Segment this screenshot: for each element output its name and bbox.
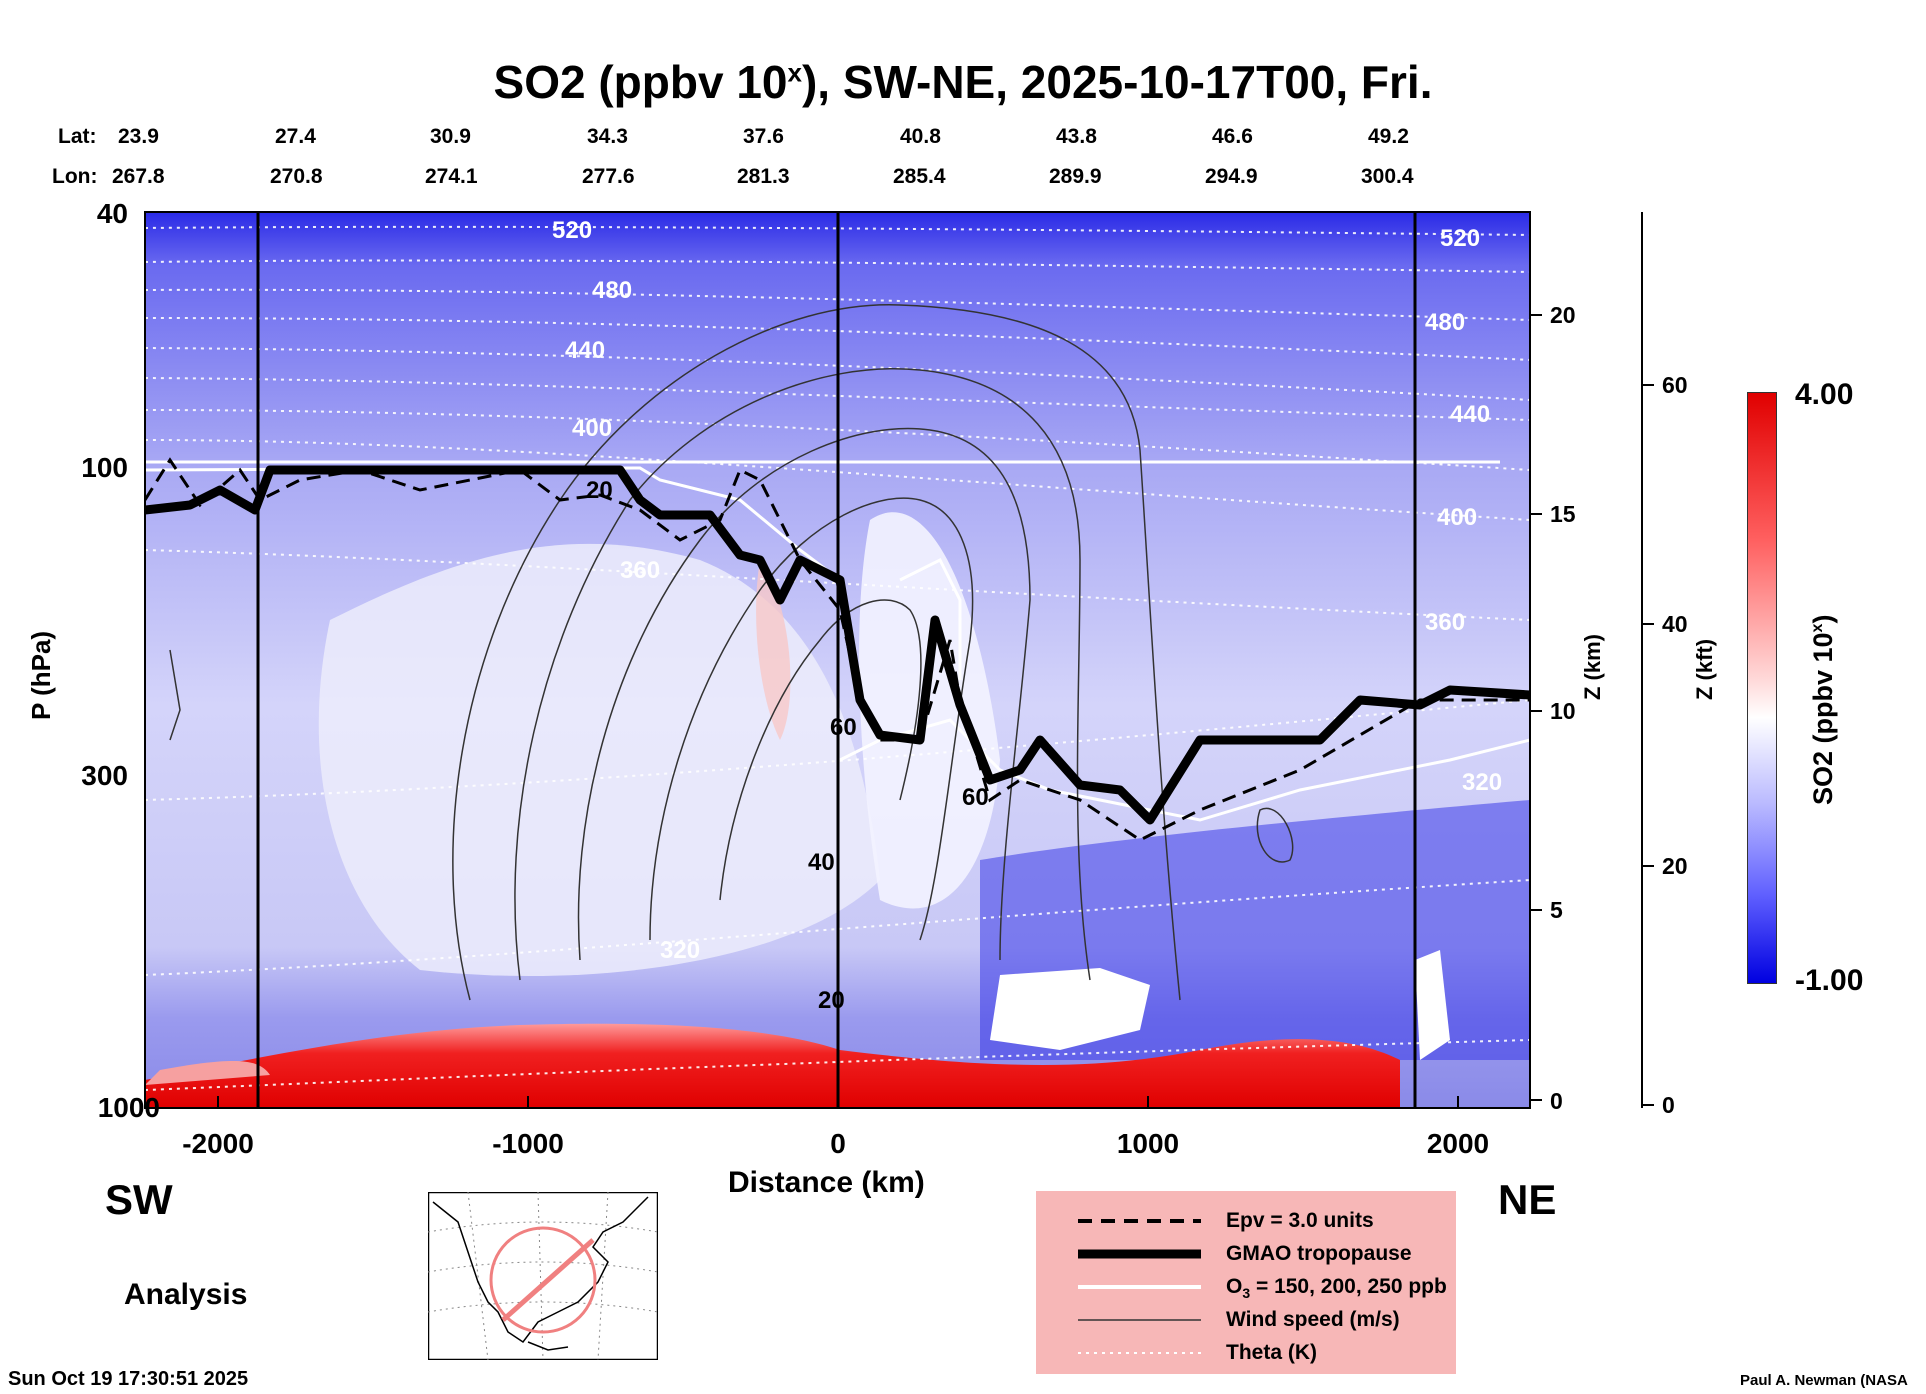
lon-value: 270.8 — [270, 165, 323, 188]
legend-item-theta: Theta (K) — [1226, 1341, 1317, 1364]
lon-label: Lon: — [52, 165, 98, 188]
x-tick-label: 2000 — [1426, 1128, 1490, 1159]
zkm-axis-label: Z (km) — [1580, 634, 1605, 700]
theta-label: 480 — [1425, 309, 1465, 336]
x-tick-label: 0 — [830, 1128, 846, 1159]
zkft-tick-label: 20 — [1662, 853, 1688, 879]
coastline — [432, 1196, 649, 1344]
zkm-tick-label: 15 — [1550, 501, 1576, 527]
cross-section-path — [501, 1238, 595, 1322]
legend-item-ozone: O3 = 150, 200, 250 ppb — [1226, 1275, 1447, 1302]
chart-title: SO2 (ppbv 10x), SW-NE, 2025-10-17T00, Fr… — [493, 56, 1433, 108]
theta-label: 360 — [620, 557, 660, 584]
x-tick-label: 1000 — [1116, 1128, 1180, 1159]
x-tick-label: -1000 — [492, 1128, 564, 1159]
inset-map-frame — [428, 1192, 658, 1360]
y-axis-label: P (hPa) — [26, 630, 56, 720]
theta-label: 520 — [552, 217, 592, 244]
tropopause-line — [145, 465, 1530, 825]
analysis-label: Analysis — [124, 1278, 248, 1311]
lat-value: 30.9 — [430, 125, 471, 148]
map-domain-circle — [489, 1226, 597, 1334]
timestamp: Sun Oct 19 17:30:51 2025 — [8, 1368, 249, 1390]
coastline — [527, 1341, 569, 1351]
lat-value: 23.9 — [118, 125, 159, 148]
x-axis-label: Distance (km) — [728, 1166, 925, 1199]
zkm-tick-label: 5 — [1550, 897, 1563, 923]
so2-tropopause-fold — [756, 560, 791, 740]
theta-label: 360 — [1425, 609, 1465, 636]
wind-speed-contours — [169, 304, 1294, 1001]
theta-label: 320 — [1462, 769, 1502, 796]
wind-label: 20 — [586, 477, 613, 504]
lon-value: 285.4 — [893, 165, 946, 188]
theta-label: 480 — [592, 277, 632, 304]
colorbar-min: -1.00 — [1795, 964, 1864, 997]
lat-value: 46.6 — [1212, 125, 1253, 148]
so2-mid-plume — [318, 543, 880, 976]
lat-value: 34.3 — [587, 125, 628, 148]
zkm-tick-label: 20 — [1550, 302, 1576, 328]
pressure-tick: 40 — [96, 198, 128, 229]
wind-label: 20 — [818, 987, 845, 1014]
lon-value: 267.8 — [112, 165, 165, 188]
lat-value: 27.4 — [275, 125, 316, 148]
ne-label: NE — [1498, 1176, 1557, 1223]
lat-value: 49.2 — [1368, 125, 1409, 148]
theta-label: 440 — [1450, 401, 1490, 428]
map-graticule — [428, 1192, 658, 1360]
theta-label: 400 — [572, 415, 612, 442]
lat-value: 37.6 — [743, 125, 784, 148]
zkft-tick-label: 40 — [1662, 611, 1688, 637]
zkm-tick-label: 10 — [1550, 698, 1576, 724]
lon-value: 300.4 — [1361, 165, 1414, 188]
zkm-tick-label: 0 — [1550, 1088, 1563, 1114]
credit: Paul A. Newman (NASA — [1740, 1372, 1908, 1389]
legend-item-epv: Epv = 3.0 units — [1226, 1209, 1374, 1232]
theta-label: 320 — [660, 937, 700, 964]
lon-value: 274.1 — [425, 165, 478, 188]
legend-swatches — [1078, 1219, 1201, 1354]
lat-value: 43.8 — [1056, 125, 1097, 148]
theta-label: 520 — [1440, 225, 1480, 252]
colorbar-max: 4.00 — [1795, 378, 1854, 411]
lon-value: 281.3 — [737, 165, 790, 188]
so2-boundary-layer-edge — [145, 1060, 270, 1085]
legend-item-tropopause: GMAO tropopause — [1226, 1242, 1412, 1265]
legend: Epv = 3.0 units GMAO tropopause O3 = 150… — [1036, 1191, 1456, 1374]
theta-label: 400 — [1437, 504, 1477, 531]
lon-value: 289.9 — [1049, 165, 1102, 188]
wind-label: 60 — [962, 784, 989, 811]
legend-item-wind: Wind speed (m/s) — [1226, 1308, 1400, 1331]
zkft-tick-label: 60 — [1662, 372, 1688, 398]
theta-contours — [145, 225, 1530, 1091]
lat-value: 40.8 — [900, 125, 941, 148]
theta-label: 440 — [565, 337, 605, 364]
wind-label: 60 — [830, 714, 857, 741]
x-tick-label: -2000 — [182, 1128, 254, 1159]
pressure-tick: 100 — [81, 452, 128, 483]
lat-label: Lat: — [58, 125, 97, 148]
sw-label: SW — [105, 1176, 173, 1223]
so2-boundary-layer — [145, 1023, 1400, 1108]
inset-map — [428, 1192, 658, 1360]
wind-label: 40 — [808, 849, 835, 876]
zkft-tick-label: 0 — [1662, 1092, 1675, 1118]
zkft-axis-label: Z (kft) — [1692, 638, 1717, 700]
missing-data-region — [1415, 950, 1450, 1060]
pressure-tick: 1000 — [97, 1092, 160, 1123]
pressure-tick: 300 — [81, 760, 128, 791]
colorbar-label: SO2 (ppbv 10x) — [1808, 614, 1838, 805]
missing-data-region — [990, 968, 1150, 1050]
colorbar — [1747, 392, 1777, 984]
lon-value: 277.6 — [582, 165, 635, 188]
lon-value: 294.9 — [1205, 165, 1258, 188]
epv-line — [145, 457, 1530, 842]
